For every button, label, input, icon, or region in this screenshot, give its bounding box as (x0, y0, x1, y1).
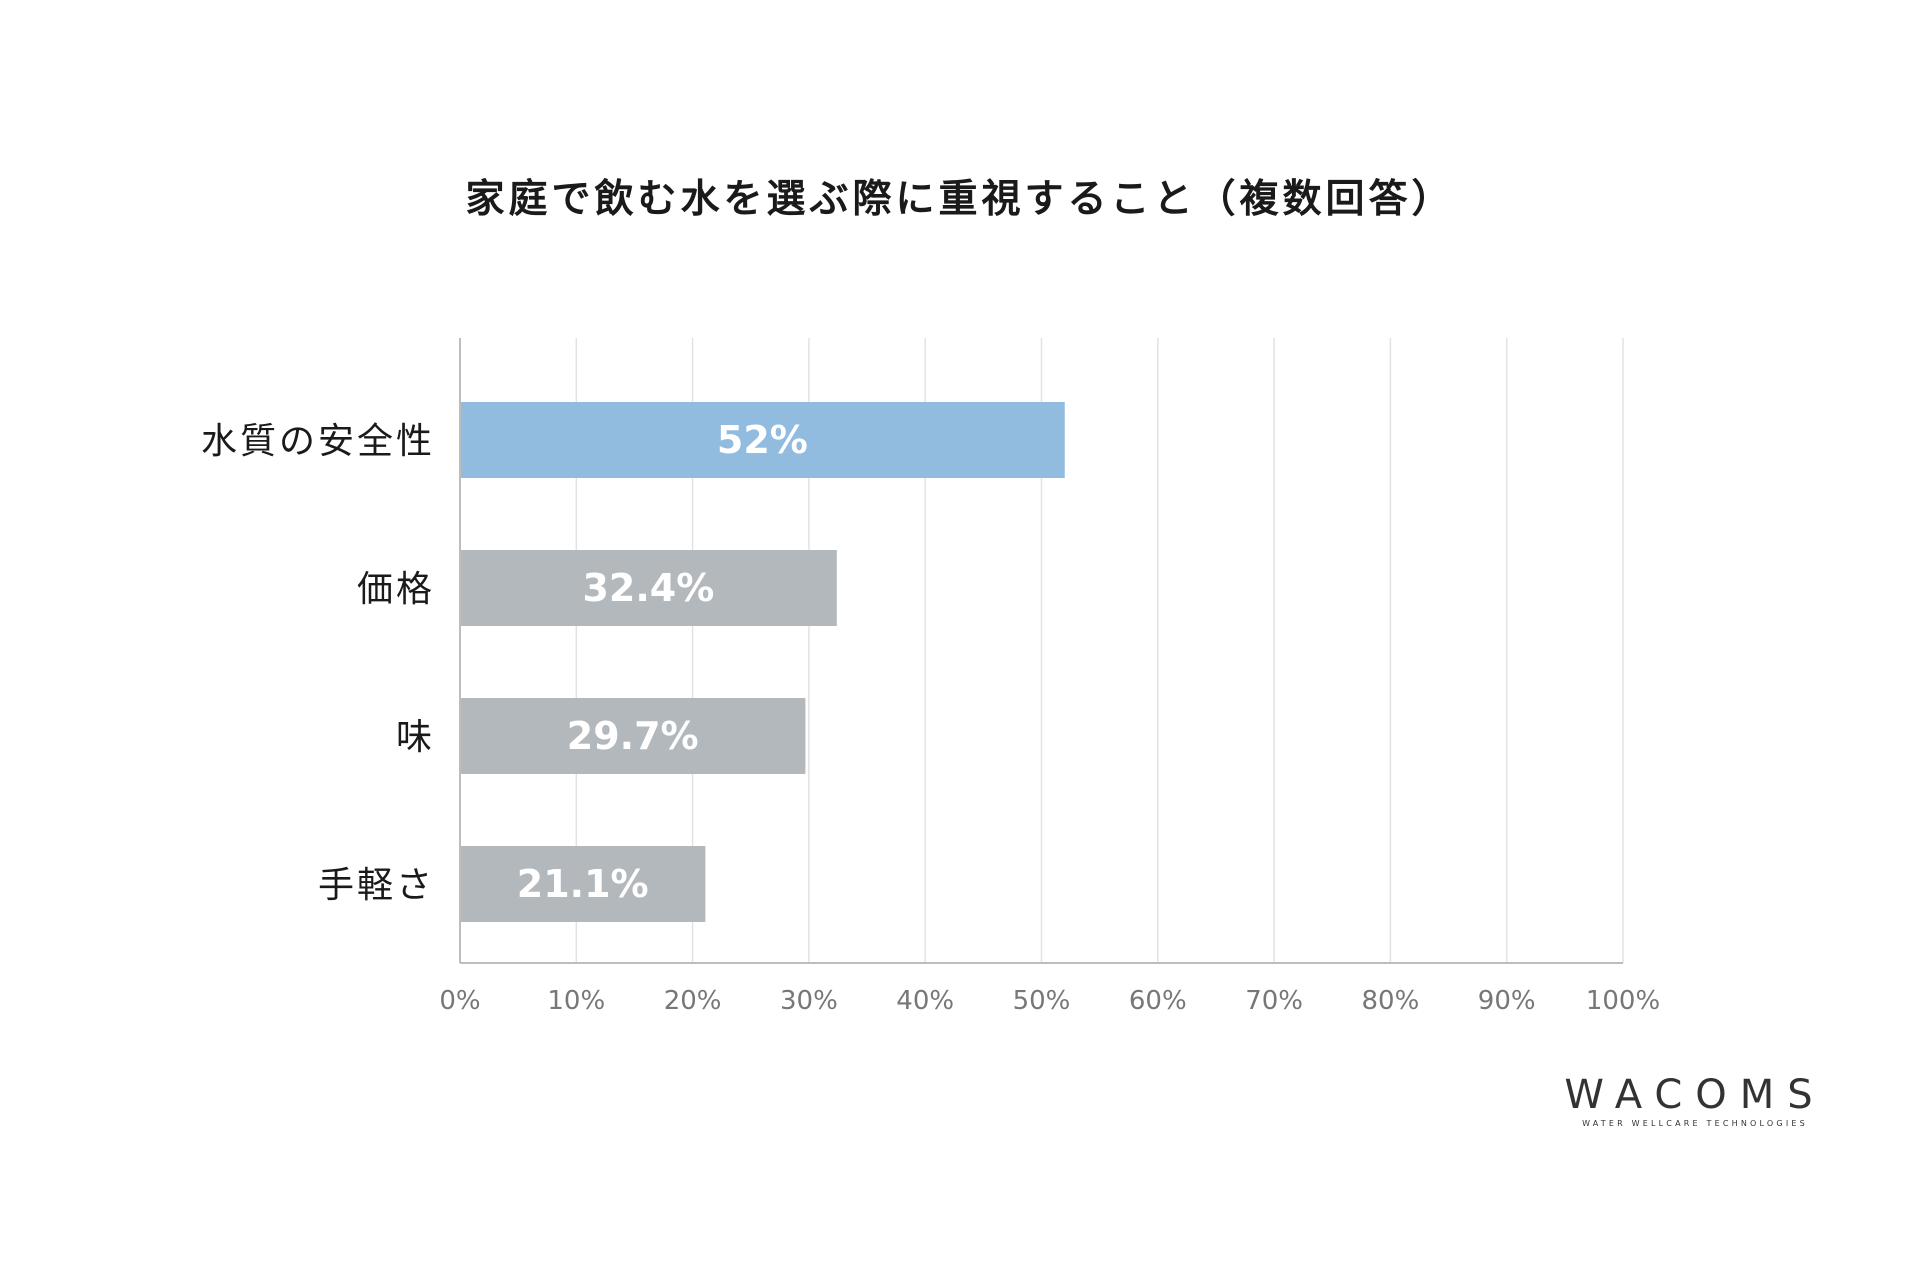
x-tick-label: 10% (547, 986, 605, 1016)
x-tick-label: 40% (896, 986, 954, 1016)
x-tick-label: 80% (1362, 986, 1420, 1016)
bar-value-label: 21.1% (517, 862, 649, 906)
wacoms-logo: WACOMS WATER WELLCARE TECHNOLOGIES (1560, 1072, 1830, 1130)
x-tick-label: 100% (1586, 986, 1660, 1016)
bars (460, 402, 1065, 922)
x-tick-label: 20% (664, 986, 722, 1016)
bar (460, 698, 806, 774)
x-tick-label: 30% (780, 986, 838, 1016)
category-label: 味 (396, 717, 435, 758)
labels: 0% 10% 20% 30% 40% 50% 60% 70% 80% 90% 100% 52% 水質の安… (201, 418, 1660, 1016)
bar-value-label: 52% (717, 418, 808, 462)
x-tick-label: 0% (439, 986, 480, 1016)
category-label: 価格 (357, 569, 435, 610)
category-label: 水質の安全性 (201, 421, 435, 462)
bar (460, 402, 1065, 478)
logo-name: WACOMS (1564, 1072, 1826, 1118)
x-tick-label: 90% (1478, 986, 1536, 1016)
bar-value-label: 29.7% (567, 714, 699, 758)
x-tick-label: 50% (1013, 986, 1071, 1016)
x-tick-label: 60% (1129, 986, 1187, 1016)
category-label: 手軽さ (318, 865, 435, 906)
bar (460, 846, 706, 922)
bar (460, 550, 837, 626)
x-tick-label: 70% (1245, 986, 1303, 1016)
chart-title: 家庭で飲む水を選ぶ際に重視すること（複数回答） (465, 177, 1455, 222)
logo-tagline: WATER WELLCARE TECHNOLOGIES (1582, 1119, 1808, 1128)
axes (459, 338, 1623, 964)
bar-value-label: 32.4% (582, 566, 714, 610)
